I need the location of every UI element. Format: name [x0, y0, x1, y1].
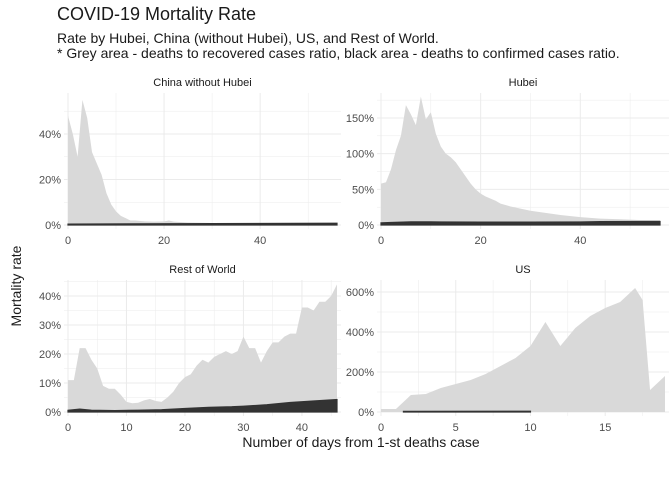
area-confirmed-us: [402, 410, 532, 413]
area-confirmed-rest-of-world: [67, 398, 338, 413]
x-tick-label: 20: [475, 235, 487, 247]
x-tick-label: 0: [378, 235, 384, 247]
x-tick-label: 40: [574, 235, 586, 247]
y-tick-label: 150%: [346, 113, 374, 125]
x-tick-label: 40: [254, 235, 266, 247]
y-tick-label: 50%: [352, 184, 374, 196]
x-axis-label: Number of days from 1-st deaths case: [242, 434, 480, 450]
x-tick-label: 40: [296, 422, 308, 434]
x-tick-label: 20: [179, 422, 191, 434]
chart-title: COVID-19 Mortality Rate: [57, 4, 257, 24]
y-tick-label: 600%: [346, 287, 374, 299]
y-tick-label: 0%: [358, 407, 374, 419]
y-tick-label: 400%: [346, 327, 374, 339]
y-tick-label: 200%: [346, 367, 374, 379]
chart-subtitle-line-2: * Grey area - deaths to recovered cases …: [57, 45, 620, 61]
y-tick-label: 0%: [45, 220, 61, 232]
x-tick-label: 10: [120, 422, 132, 434]
facet-label-rest-of-world: Rest of World: [169, 264, 235, 276]
y-tick-label: 20%: [39, 349, 61, 361]
y-tick-label: 100%: [346, 149, 374, 161]
x-tick-label: 15: [599, 422, 611, 434]
x-tick-label: 0: [378, 422, 384, 434]
chart-subtitle-line-1: Rate by Hubei, China (without Hubei), US…: [57, 30, 439, 46]
x-tick-label: 0: [65, 422, 71, 434]
x-tick-label: 30: [237, 422, 249, 434]
x-tick-label: 20: [158, 235, 170, 247]
area-recovered-hubei: [381, 96, 661, 225]
y-tick-label: 0%: [358, 220, 374, 232]
area-recovered-china-without-hubei: [68, 99, 337, 225]
y-tick-label: 0%: [45, 407, 61, 419]
x-tick-label: 5: [453, 422, 459, 434]
y-tick-label: 10%: [39, 378, 61, 390]
y-axis-label: Mortality rate: [8, 245, 24, 327]
y-tick-label: 20%: [39, 174, 61, 186]
area-confirmed-hubei: [380, 220, 661, 226]
x-tick-label: 10: [524, 422, 536, 434]
facet-label-hubei: Hubei: [509, 77, 538, 89]
y-tick-label: 40%: [39, 129, 61, 141]
facet-label-us: US: [515, 264, 530, 276]
facet-label-china-without-hubei: China without Hubei: [153, 77, 251, 89]
area-recovered-us: [381, 288, 665, 412]
x-tick-label: 0: [65, 235, 71, 247]
area-confirmed-china-without-hubei: [67, 222, 338, 226]
y-tick-label: 30%: [39, 320, 61, 332]
area-recovered-rest-of-world: [68, 284, 337, 412]
y-tick-label: 40%: [39, 291, 61, 303]
